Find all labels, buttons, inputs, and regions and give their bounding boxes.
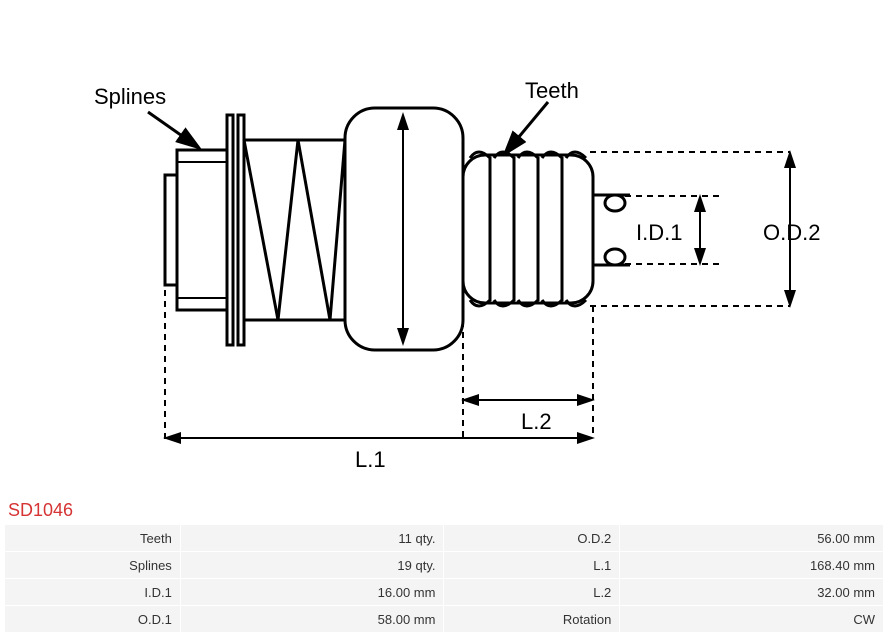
part-number: SD1046 [8, 500, 73, 521]
technical-drawing-svg [0, 0, 889, 490]
cell-label: Rotation [444, 606, 619, 632]
cell-value: 32.00 mm [620, 579, 883, 605]
cell-label: Teeth [5, 525, 180, 551]
cell-value: 19 qty. [181, 552, 444, 578]
cell-label: L.1 [444, 552, 619, 578]
cell-value: 11 qty. [181, 525, 444, 551]
diagram-area: Splines Teeth O.D.1 O.D.2 I.D.1 L.1 L.2 [0, 0, 889, 490]
cell-value: CW [620, 606, 883, 632]
spec-table: Teeth 11 qty. O.D.2 56.00 mm Splines 19 … [4, 524, 884, 633]
table-row: O.D.1 58.00 mm Rotation CW [5, 606, 883, 632]
cell-value: 16.00 mm [181, 579, 444, 605]
cell-label: O.D.2 [444, 525, 619, 551]
cell-label: L.2 [444, 579, 619, 605]
arrow-splines [148, 112, 195, 145]
cell-label: O.D.1 [5, 606, 180, 632]
cell-label: I.D.1 [5, 579, 180, 605]
arrow-teeth [508, 102, 548, 150]
table-row: Splines 19 qty. L.1 168.40 mm [5, 552, 883, 578]
cell-label: Splines [5, 552, 180, 578]
cell-value: 56.00 mm [620, 525, 883, 551]
table-row: Teeth 11 qty. O.D.2 56.00 mm [5, 525, 883, 551]
table-row: I.D.1 16.00 mm L.2 32.00 mm [5, 579, 883, 605]
cell-value: 168.40 mm [620, 552, 883, 578]
cell-value: 58.00 mm [181, 606, 444, 632]
